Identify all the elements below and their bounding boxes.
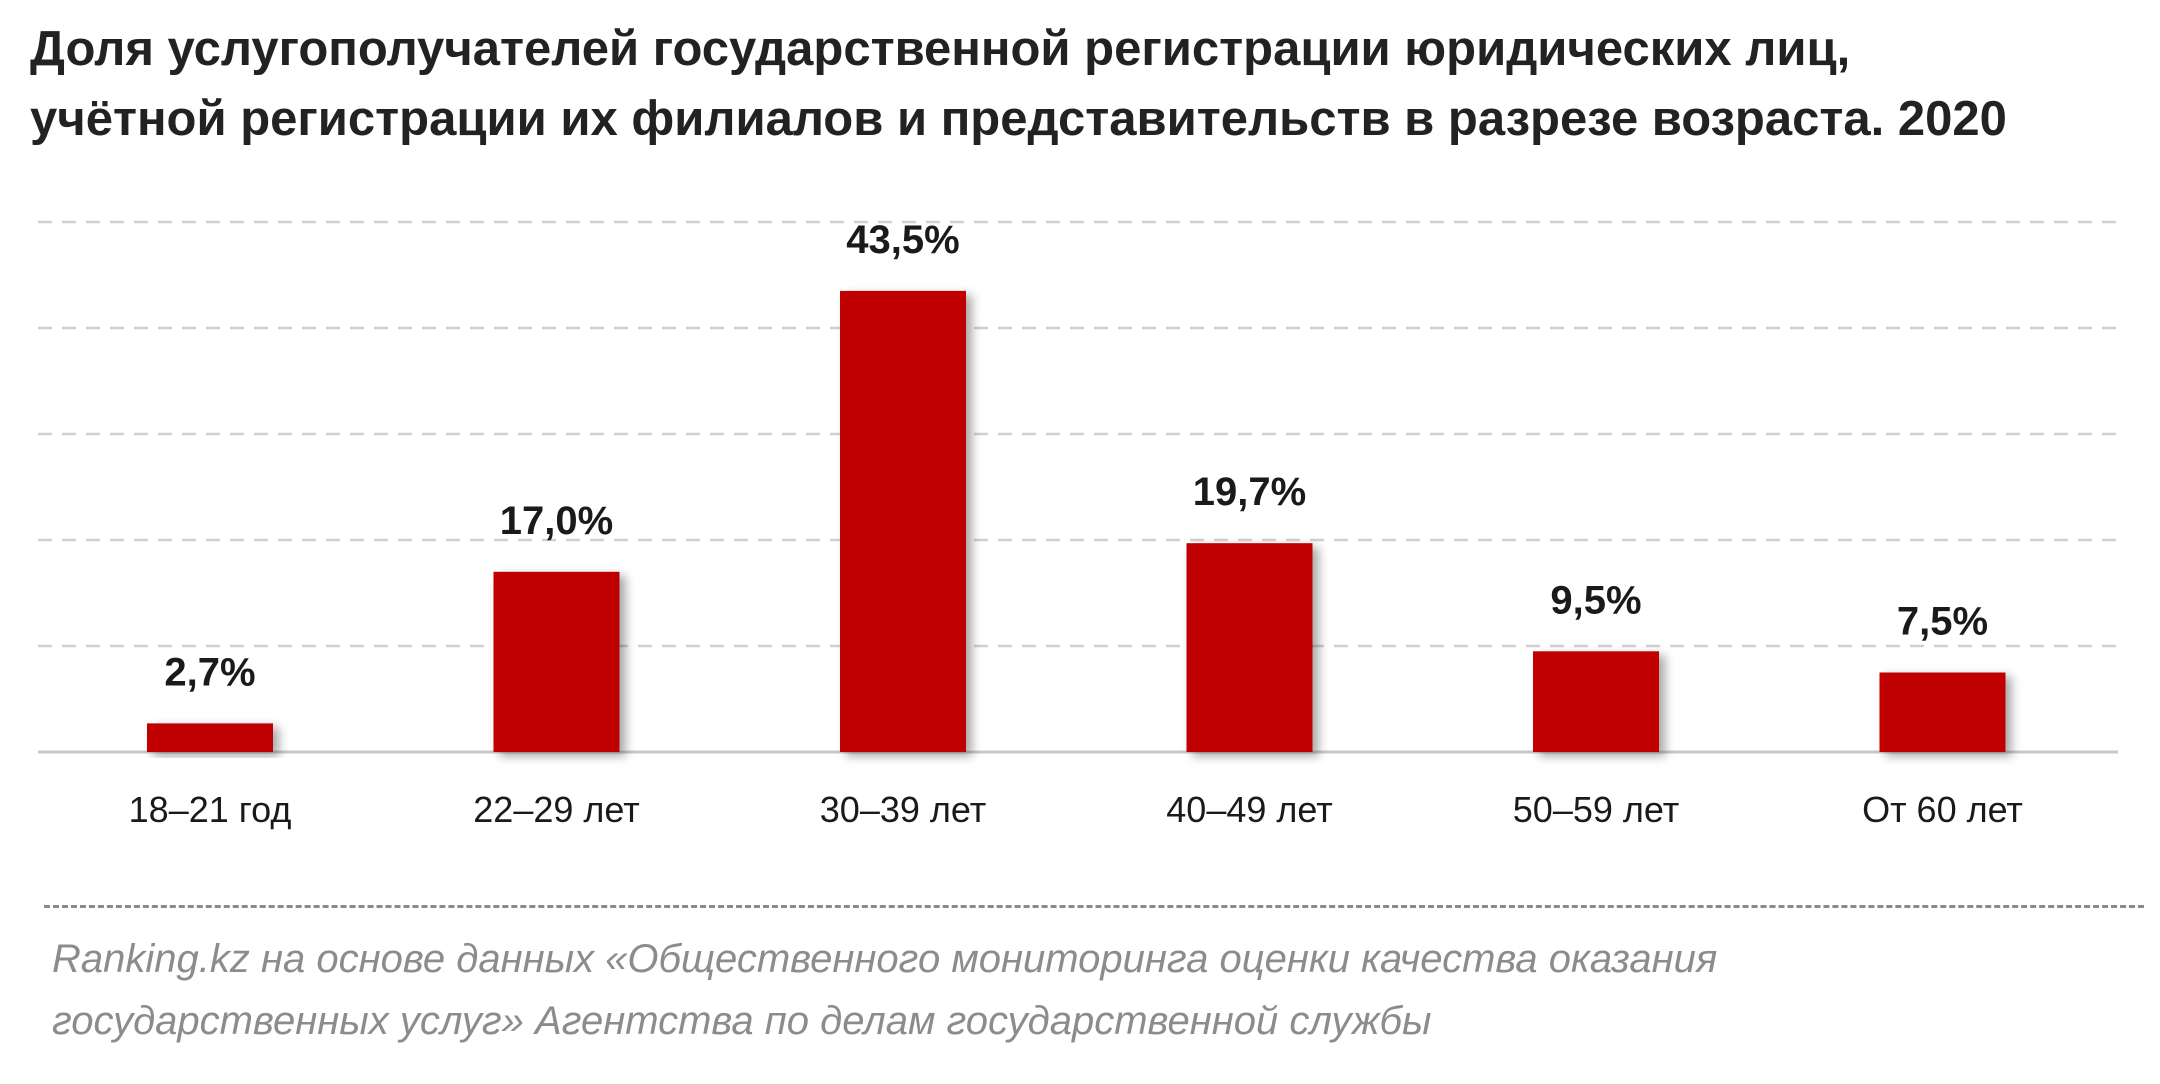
value-label-6: 7,5%	[1897, 600, 1988, 644]
category-label-4: 40–49 лет	[1166, 789, 1332, 830]
gridlines	[38, 220, 2118, 754]
bar-4	[1186, 543, 1313, 752]
value-label-5: 9,5%	[1550, 578, 1641, 622]
category-label-2: 22–29 лет	[473, 789, 639, 830]
bar-5	[1533, 651, 1659, 752]
category-label-3: 30–39 лет	[820, 789, 986, 830]
source-line-2: государственных услуг» Агентства по дела…	[52, 999, 1432, 1043]
value-label-1: 2,7%	[164, 650, 255, 694]
bar-6	[1879, 672, 2006, 752]
bars	[147, 290, 2006, 752]
chart-title: Доля услугополучателей государственной р…	[30, 14, 2140, 154]
bar-1	[147, 723, 273, 752]
category-label-6: От 60 лет	[1862, 789, 2023, 830]
value-label-3: 43,5%	[846, 218, 959, 262]
chart-title-line-2: учётной регистрации их филиалов и предст…	[30, 92, 2007, 146]
source-note: Ranking.kz на основе данных «Общественно…	[52, 928, 2132, 1052]
value-label-2: 17,0%	[500, 499, 613, 543]
category-label-1: 18–21 год	[129, 789, 292, 830]
chart-title-line-1: Доля услугополучателей государственной р…	[30, 22, 1851, 76]
bar-2	[493, 571, 620, 752]
value-labels: 2,7% 17,0% 43,5% 19,7% 9,5% 7,5%	[164, 218, 1988, 694]
category-label-5: 50–59 лет	[1513, 789, 1679, 830]
source-divider	[44, 905, 2144, 908]
source-line-1: Ranking.kz на основе данных «Общественно…	[52, 937, 1718, 981]
value-label-4: 19,7%	[1193, 470, 1306, 514]
bar-3	[840, 290, 966, 752]
category-labels: 18–21 год 22–29 лет 30–39 лет 40–49 лет 50–5…	[129, 789, 2023, 830]
